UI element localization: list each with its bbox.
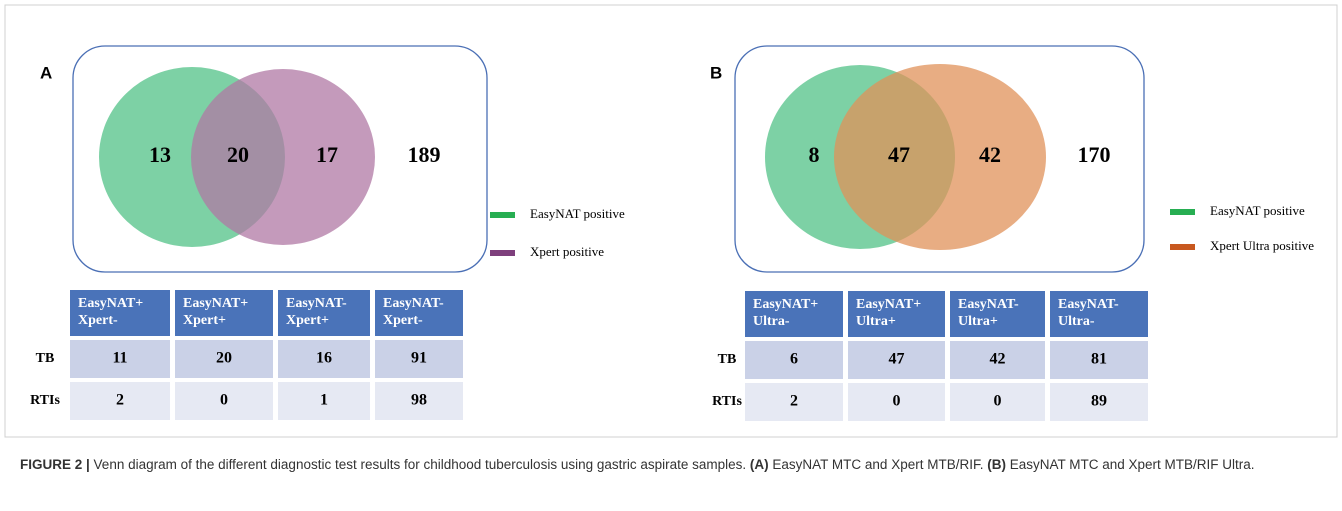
table-header-cell	[175, 290, 273, 336]
table-header-text: EasyNAT+	[753, 297, 818, 312]
table-header-text: EasyNAT-	[1058, 297, 1119, 312]
table-header-text: Ultra-	[753, 314, 790, 329]
table-cell-text: 0	[893, 393, 901, 410]
caption-text: EasyNAT MTC and Xpert MTB/RIF.	[768, 457, 988, 472]
table-row-label: TB	[36, 351, 55, 366]
venn-count: 189	[408, 142, 441, 167]
table-cell	[950, 383, 1045, 421]
table-header-cell	[70, 290, 170, 336]
venn-frame	[734, 45, 1145, 273]
table-header-text: EasyNAT-	[286, 296, 347, 311]
venn-count: 47	[888, 142, 910, 167]
table-header-text: Xpert-	[78, 313, 118, 328]
table-header-text: EasyNAT+	[78, 296, 143, 311]
legend-label: Xpert positive	[530, 244, 604, 259]
table-cell	[1050, 383, 1148, 421]
venn-count: 17	[316, 142, 338, 167]
table-cell	[745, 341, 843, 379]
table-cell	[375, 382, 463, 420]
table-cell	[175, 340, 273, 378]
table-cell	[848, 383, 945, 421]
table-row-label: TB	[718, 352, 737, 367]
legend-label: EasyNAT positive	[530, 206, 625, 221]
panel-label: A	[40, 63, 52, 82]
table-cell	[375, 340, 463, 378]
table-cell	[70, 382, 170, 420]
table-cell-text: 81	[1091, 351, 1107, 368]
venn-circle	[834, 64, 1046, 250]
table-cell-text: 2	[790, 393, 798, 410]
table-header-cell	[950, 291, 1045, 337]
table-cell	[1050, 341, 1148, 379]
table-cell	[278, 382, 370, 420]
legend-label: Xpert Ultra positive	[1210, 238, 1314, 253]
table-cell-text: 6	[790, 351, 798, 368]
venn-circle	[191, 69, 375, 245]
table-cell-text: 42	[990, 351, 1006, 368]
caption-text: (B)	[987, 457, 1006, 472]
table-header-text: Ultra+	[958, 314, 998, 329]
table-row-label: RTIs	[30, 393, 60, 408]
table-cell-text: 1	[320, 392, 328, 409]
caption-text: EasyNAT MTC and Xpert MTB/RIF Ultra.	[1005, 457, 1255, 472]
table-cell-text: 11	[112, 350, 127, 367]
table-header-cell	[1050, 291, 1148, 337]
table-header-cell	[745, 291, 843, 337]
venn-count: 170	[1078, 142, 1111, 167]
table-cell-text: 16	[316, 350, 332, 367]
venn-count: 8	[809, 142, 820, 167]
table-cell	[278, 340, 370, 378]
figure-label: FIGURE 2 |	[20, 457, 94, 472]
venn-count: 20	[227, 142, 249, 167]
table-cell	[848, 341, 945, 379]
venn-count: 13	[149, 142, 171, 167]
venn-count: 42	[979, 142, 1001, 167]
table-cell	[950, 341, 1045, 379]
table-cell-text: 91	[411, 350, 427, 367]
legend-swatch	[490, 250, 515, 256]
table-header-cell	[375, 290, 463, 336]
legend-label: EasyNAT positive	[1210, 203, 1305, 218]
caption-text: Venn diagram of the different diagnostic…	[93, 457, 750, 472]
table-cell	[745, 383, 843, 421]
table-cell-text: 89	[1091, 393, 1107, 410]
table-cell	[70, 340, 170, 378]
table-header-text: EasyNAT+	[856, 297, 921, 312]
caption: FIGURE 2 | Venn diagram of the different…	[20, 452, 1320, 477]
table-header-text: EasyNAT-	[383, 296, 444, 311]
venn-frame	[72, 45, 488, 273]
table-header-text: Ultra-	[1058, 314, 1095, 329]
legend-swatch	[1170, 209, 1195, 215]
table-cell-text: 0	[220, 392, 228, 409]
table-header-text: Xpert-	[383, 313, 423, 328]
table-header-cell	[848, 291, 945, 337]
table-header-text: Xpert+	[183, 313, 226, 328]
legend-swatch	[1170, 244, 1195, 250]
caption-text: (A)	[749, 457, 769, 472]
table-header-text: EasyNAT+	[183, 296, 248, 311]
table-header-text: EasyNAT-	[958, 297, 1019, 312]
figure-frame	[4, 4, 1338, 438]
table-cell	[175, 382, 273, 420]
legend-swatch	[490, 212, 515, 218]
table-cell-text: 0	[994, 393, 1002, 410]
table-cell-text: 20	[216, 350, 232, 367]
panel-label: B	[710, 63, 722, 82]
table-cell-text: 47	[889, 351, 905, 368]
table-row-label: RTIs	[712, 394, 742, 409]
table-header-text: Xpert+	[286, 313, 329, 328]
table-cell-text: 98	[411, 392, 427, 409]
table-header-cell	[278, 290, 370, 336]
table-header-text: Ultra+	[856, 314, 896, 329]
table-cell-text: 2	[116, 392, 124, 409]
